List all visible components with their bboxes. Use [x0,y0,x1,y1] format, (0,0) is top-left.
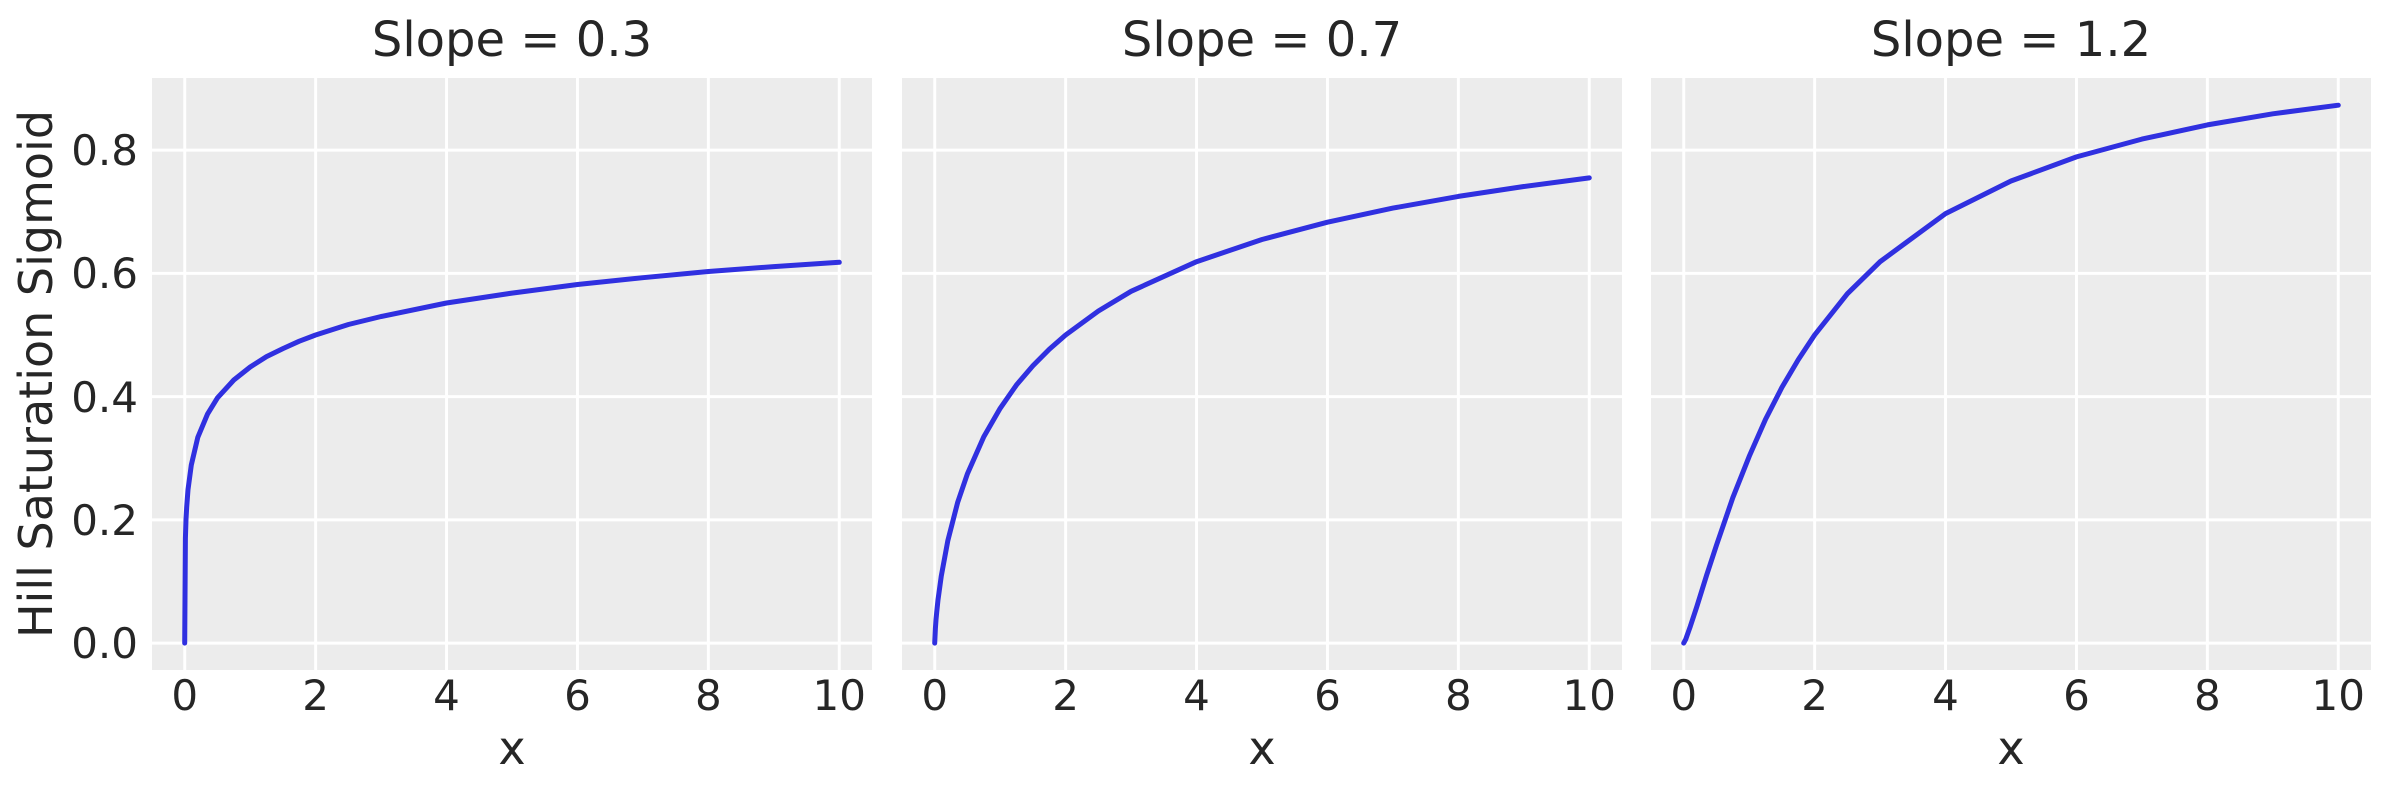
curve-slope-0.7 [932,175,1592,646]
x-tick-label: 2 [1801,671,1828,720]
plot-svg [152,78,872,670]
y-tick-label: 0.4 [71,372,138,422]
curve-slope-1.2 [1681,102,2341,646]
subplot-slope-0.7: Slope = 0.7 0 2 4 6 8 10 x [902,0,1622,800]
x-tick-label: 2 [1052,671,1079,720]
x-tick-label: 10 [2311,671,2365,720]
x-tick-label: 8 [1444,671,1472,720]
x-tick-labels: 0 2 4 6 8 10 [902,670,1622,722]
plot-svg [902,78,1622,670]
y-tick-label: 0.2 [71,495,138,545]
x-tick-label: 8 [694,671,722,720]
x-tick-label: 0 [1670,671,1698,720]
x-tick-label: 0 [921,671,949,720]
x-axis-label: x [1997,721,2025,775]
x-axis-label: x [498,721,526,775]
x-tick-labels: 0 2 4 6 8 10 [152,670,872,722]
x-tick-label: 0 [171,671,199,720]
x-tick-labels: 0 2 4 6 8 10 [1651,670,2371,722]
plot-area [1651,78,2371,670]
subplot-title: Slope = 0.3 [371,12,653,68]
curve-slope-0.3 [182,259,842,646]
y-tick-label: 0.0 [71,618,138,668]
y-tick-label: 0.6 [71,249,138,299]
plot-area [902,78,1622,670]
y-tick-label: 0.8 [71,126,138,176]
subplot-title: Slope = 0.7 [1121,12,1403,68]
x-axis-label: x [1248,721,1276,775]
subplot-slope-0.3: Slope = 0.3 0 2 4 6 8 10 x [152,0,872,800]
x-tick-label: 2 [302,671,329,720]
x-tick-label: 4 [433,671,460,720]
plot-area [152,78,872,670]
x-tick-label: 4 [1183,671,1210,720]
y-tick-labels: 0.0 0.2 0.4 0.6 0.8 [0,78,145,670]
x-tick-label: 10 [812,671,866,720]
x-tick-label: 8 [2193,671,2221,720]
x-tick-label: 6 [564,671,591,720]
x-tick-label: 4 [1932,671,1959,720]
x-tick-label: 6 [2063,671,2090,720]
subplot-title: Slope = 1.2 [1870,12,2152,68]
subplot-slope-1.2: Slope = 1.2 0 2 4 6 8 10 x [1651,0,2371,800]
x-tick-label: 6 [1314,671,1341,720]
x-tick-label: 10 [1562,671,1616,720]
plot-svg [1651,78,2371,670]
